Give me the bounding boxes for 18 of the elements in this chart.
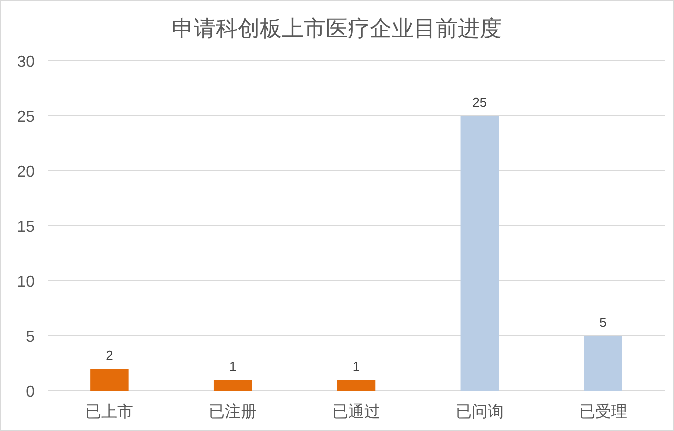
xtick-label: 已注册 <box>209 404 258 421</box>
xtick-label: 已受理 <box>579 404 628 421</box>
data-label: 2 <box>106 348 114 363</box>
ytick-label: 20 <box>17 164 35 181</box>
ytick-label: 0 <box>26 384 35 401</box>
ytick-label: 15 <box>17 219 35 236</box>
data-label: 1 <box>229 359 237 374</box>
ytick-label: 25 <box>17 109 35 126</box>
data-label: 25 <box>472 95 488 110</box>
ytick-label: 30 <box>17 54 35 71</box>
data-label: 5 <box>600 315 607 330</box>
ytick-label: 10 <box>17 274 35 291</box>
xtick-label: 已问询 <box>456 404 504 421</box>
title: 申请科创板上市医疗企业目前进度 <box>172 16 502 41</box>
xtick-label: 已通过 <box>332 404 380 421</box>
ytick-label: 5 <box>26 329 35 346</box>
data-label: 1 <box>352 359 360 374</box>
xtick-label: 已上市 <box>86 404 134 421</box>
